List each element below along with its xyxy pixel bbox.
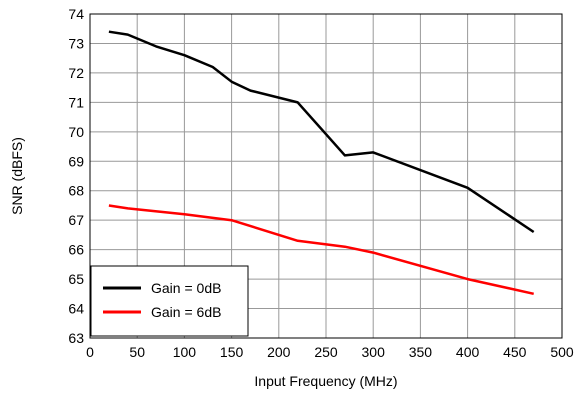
y-tick-label: 70 — [68, 124, 84, 140]
x-axis-label: Input Frequency (MHz) — [254, 373, 397, 389]
x-tick-label: 500 — [550, 344, 574, 360]
y-axis-label: SNR (dBFS) — [9, 137, 25, 215]
y-tick-label: 72 — [68, 65, 84, 81]
y-tick-label: 74 — [68, 6, 84, 22]
y-tick-labels: 63 64 65 66 67 68 69 70 71 72 73 74 — [68, 6, 84, 346]
x-tick-label: 300 — [362, 344, 386, 360]
legend-label: Gain = 0dB — [151, 280, 221, 296]
y-tick-label: 68 — [68, 183, 84, 199]
legend: Gain = 0dB Gain = 6dB — [90, 265, 249, 337]
x-tick-label: 200 — [267, 344, 291, 360]
series-line-2 — [108, 204, 534, 296]
y-tick-label: 67 — [68, 212, 84, 228]
legend-label: Gain = 6dB — [151, 304, 221, 320]
x-tick-label: 50 — [129, 344, 145, 360]
x-tick-label: 250 — [314, 344, 338, 360]
y-tick-label: 73 — [68, 35, 84, 51]
plot-area-frame — [89, 13, 563, 339]
x-tick-label: 450 — [503, 344, 527, 360]
y-tick-label: 63 — [68, 330, 84, 346]
y-tick-label: 64 — [68, 301, 84, 317]
y-tick-label: 65 — [68, 271, 84, 287]
x-tick-label: 350 — [409, 344, 433, 360]
x-tick-label: 150 — [220, 344, 244, 360]
y-tick-label: 69 — [68, 153, 84, 169]
x-tick-label: 400 — [456, 344, 480, 360]
series-lines — [108, 30, 535, 296]
y-tick-label: 71 — [68, 94, 84, 110]
y-tick-label: 66 — [68, 242, 84, 258]
legend-box — [90, 265, 249, 337]
x-tick-label: 0 — [86, 344, 94, 360]
x-tick-labels: 0 50 100 150 200 250 300 350 400 450 500 — [86, 344, 574, 360]
x-tick-label: 100 — [173, 344, 197, 360]
series-line-1 — [108, 30, 535, 234]
